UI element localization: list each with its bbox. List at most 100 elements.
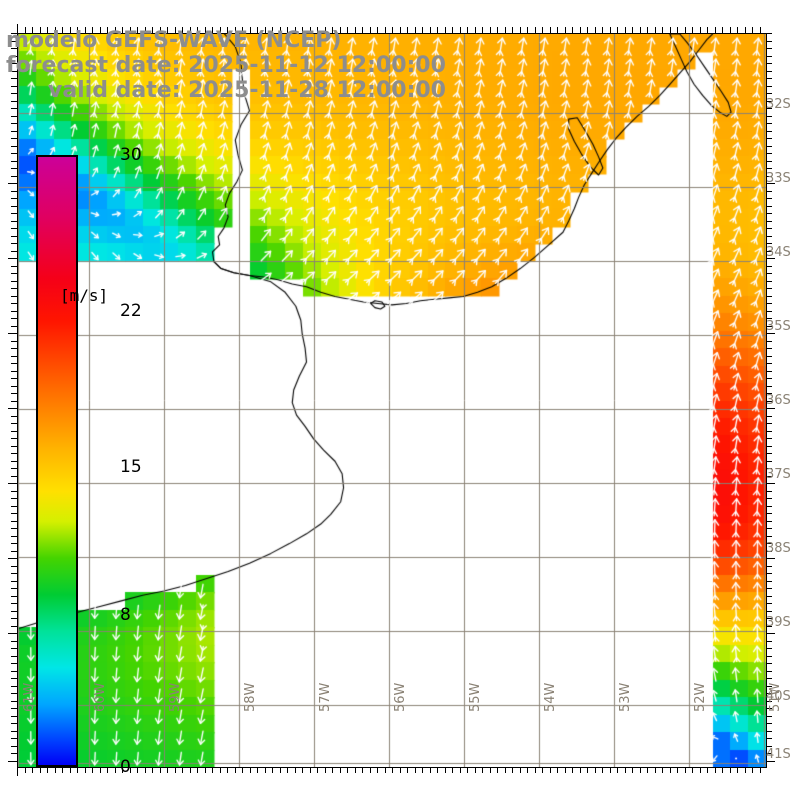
axis-tick [11,191,17,192]
axis-tick [766,228,772,229]
axis-tick [347,767,348,773]
colorbar-tick-0: 0 [120,757,131,777]
map-clip [18,34,766,767]
axis-tick [460,767,461,773]
axis-tick [115,767,116,773]
axis-tick [11,521,17,522]
axis-tick [11,243,17,244]
colorbar-tick-15: 15 [120,456,142,477]
axis-tick [11,341,17,342]
axis-tick [8,258,17,259]
axis-tick [766,603,772,604]
axis-tick [610,27,611,33]
axis-tick [595,27,596,33]
axis-tick [175,27,176,33]
axis-tick [385,27,386,33]
axis-tick [107,767,108,773]
axis-tick [685,767,686,773]
axis-tick [11,618,17,619]
axis-tick [11,108,17,109]
axis-tick [407,767,408,773]
axis-tick [122,767,123,773]
axis-tick [766,221,772,222]
axis-tick [340,767,341,773]
axis-tick [475,27,476,33]
axis-tick [11,356,17,357]
axis-tick [190,767,191,773]
axis-tick [766,266,772,267]
axis-tick [766,48,772,49]
axis-tick [11,281,17,282]
axis-tick [317,27,318,33]
axis-tick [535,27,536,33]
axis-tick [766,108,772,109]
axis-tick [11,701,17,702]
axis-tick [325,767,326,773]
axis-tick [565,27,566,33]
axis-tick [766,633,775,634]
axis-tick [550,27,551,33]
axis-tick [227,27,228,33]
axis-tick [11,93,17,94]
axis-tick [766,723,772,724]
axis-tick [766,731,772,732]
axis-tick [490,767,491,773]
axis-tick [452,27,453,33]
axis-tick [205,27,206,33]
axis-tick [467,767,468,773]
axis-tick [77,27,78,33]
axis-tick [11,731,17,732]
axis-tick [766,236,772,237]
axis-tick [122,27,123,33]
axis-tick [11,303,17,304]
axis-tick [722,767,723,773]
axis-tick [11,513,17,514]
axis-tick [766,33,772,34]
axis-tick [310,27,311,33]
axis-tick [55,27,56,33]
axis-tick [212,767,213,773]
axis-tick [11,146,17,147]
axis-tick [11,176,17,177]
axis-tick [11,753,17,754]
axis-tick [11,528,17,529]
axis-tick [766,423,772,424]
axis-tick [400,27,401,33]
axis-tick [11,273,17,274]
axis-tick [100,767,101,773]
axis-tick [11,78,17,79]
colorbar-tick-22: 22 [120,300,142,321]
axis-tick [766,588,772,589]
axis-tick [766,641,772,642]
colorbar-unit-label: [m/s] [60,286,109,305]
axis-tick [92,767,93,773]
axis-tick [572,767,573,773]
axis-tick [422,27,423,33]
axis-tick [610,767,611,773]
axis-tick [677,767,678,773]
axis-tick [11,446,17,447]
axis-tick [617,27,618,33]
colorbar-tick-8: 8 [120,604,131,625]
axis-tick [662,27,663,33]
axis-tick [11,371,17,372]
axis-tick [11,716,17,717]
axis-tick [766,206,772,207]
axis-tick [242,767,243,773]
axis-tick [766,611,772,612]
axis-tick [8,183,17,184]
axis-tick [730,27,731,33]
axis-tick [362,767,363,773]
axis-tick [250,27,251,33]
axis-tick [205,767,206,773]
axis-tick [632,27,633,33]
axis-tick [766,41,772,42]
axis-tick [737,767,738,773]
axis-tick [766,258,775,259]
axis-tick [766,326,772,327]
axis-tick [766,408,775,409]
axis-tick [332,767,333,773]
axis-tick [655,27,656,33]
axis-tick [11,71,17,72]
axis-tick [602,767,603,773]
